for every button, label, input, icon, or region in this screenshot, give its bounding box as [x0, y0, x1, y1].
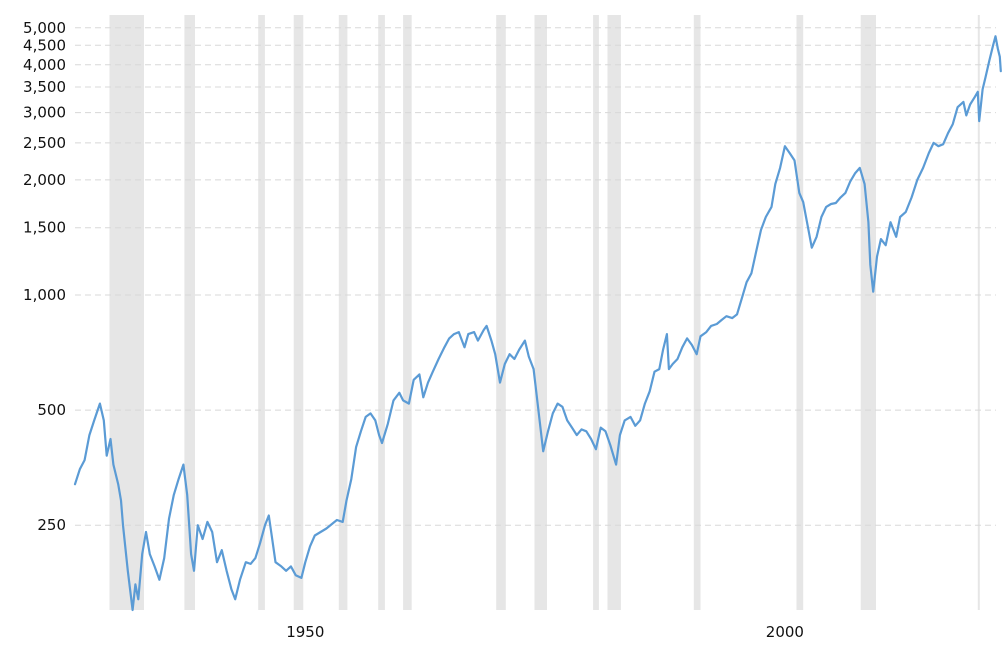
x-tick-label: 1950 [286, 623, 324, 641]
y-tick-label: 500 [37, 401, 66, 419]
recession-band [403, 15, 412, 610]
y-tick-label: 5,000 [23, 19, 66, 37]
recession-band [796, 15, 804, 610]
recession-band [109, 15, 144, 610]
recession-band [378, 15, 385, 610]
recession-band [693, 15, 701, 610]
recession-band [860, 15, 876, 610]
y-tick-label: 2,000 [23, 171, 66, 189]
y-tick-label: 1,000 [23, 286, 66, 304]
recession-band [293, 15, 304, 610]
recession-band [184, 15, 195, 610]
y-tick-label: 4,500 [23, 36, 66, 54]
recession-band [496, 15, 506, 610]
series-group [73, 35, 1002, 612]
x-tick-label: 2000 [766, 623, 804, 641]
recession-bands [109, 15, 980, 610]
y-axis: 250 500 1,000 1,500 2,000 2,500 3,000 3,500 4,00… [23, 19, 66, 534]
y-tick-label: 250 [37, 516, 66, 534]
recession-band [977, 15, 980, 610]
recession-band [338, 15, 348, 610]
recession-band [593, 15, 599, 610]
y-tick-label: 4,000 [23, 56, 66, 74]
y-tick-label: 3,500 [23, 78, 66, 96]
recession-band [607, 15, 621, 610]
x-axis: 1950 2000 [286, 623, 804, 641]
y-tick-label: 1,500 [23, 219, 66, 237]
y-tick-label: 2,500 [23, 134, 66, 152]
y-tick-label: 3,000 [23, 104, 66, 122]
gridlines [75, 27, 996, 526]
recession-band [534, 15, 547, 610]
recession-band [258, 15, 265, 610]
series-line [73, 35, 1002, 612]
